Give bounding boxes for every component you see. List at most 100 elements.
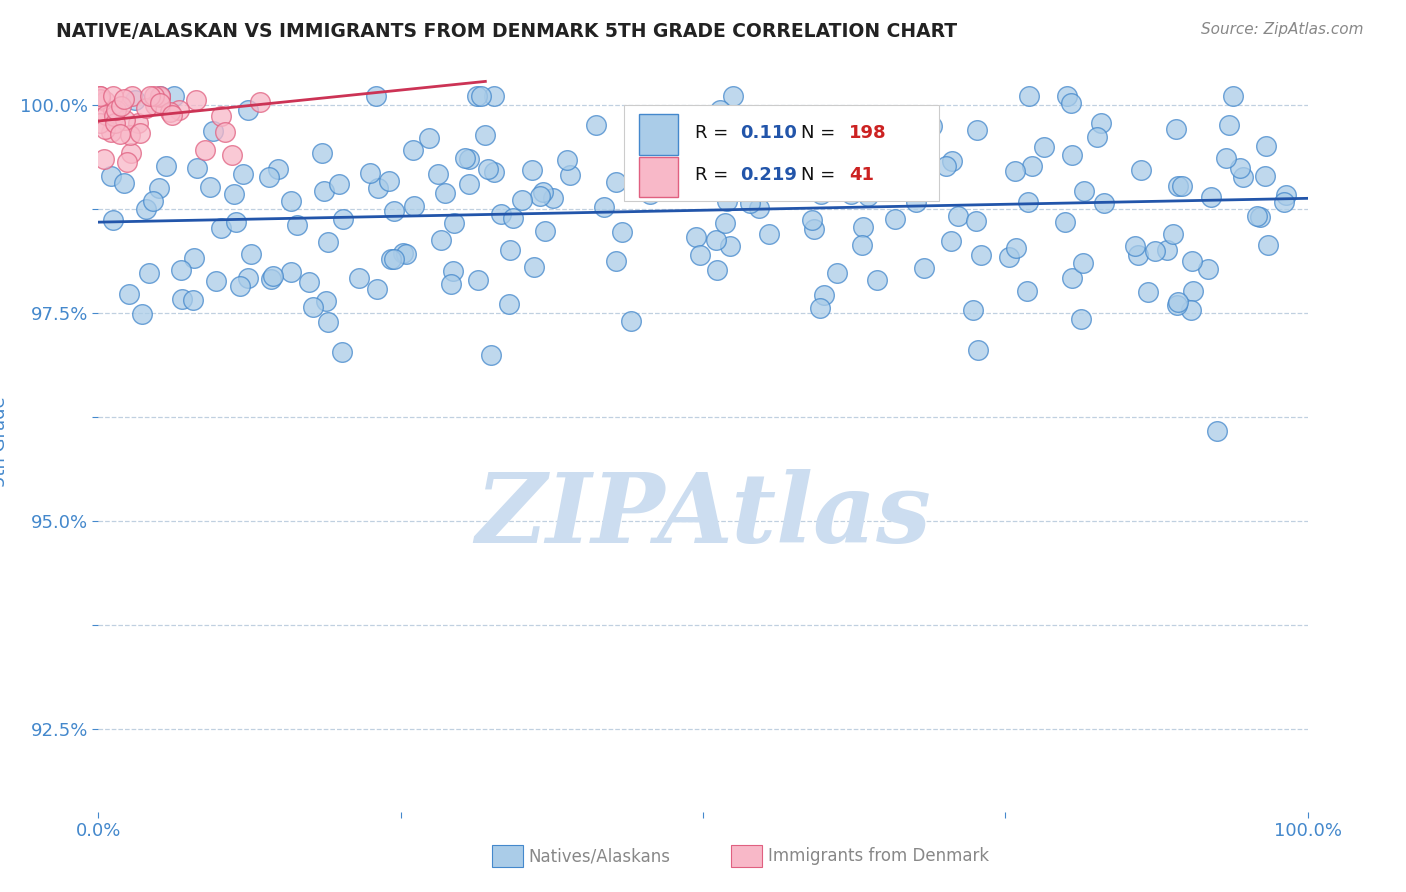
Point	[232, 167, 254, 181]
Point	[704, 233, 727, 247]
Point	[316, 315, 339, 329]
Point	[124, 93, 146, 107]
Text: R =: R =	[695, 124, 734, 142]
Point	[1017, 194, 1039, 209]
Point	[1171, 178, 1194, 193]
Point	[557, 153, 579, 167]
Point	[855, 137, 877, 152]
Point	[1257, 238, 1279, 252]
Point	[145, 97, 167, 112]
Point	[489, 207, 512, 221]
Point	[280, 194, 302, 208]
Point	[89, 92, 111, 106]
Point	[585, 119, 607, 133]
Point	[695, 184, 717, 198]
Point	[1021, 159, 1043, 173]
Point	[898, 111, 921, 125]
Point	[866, 273, 889, 287]
Point	[169, 103, 191, 118]
Point	[395, 246, 418, 260]
Point	[135, 102, 157, 116]
Point	[1218, 119, 1240, 133]
Point	[427, 167, 450, 181]
Point	[302, 300, 325, 314]
Point	[93, 122, 115, 136]
Point	[236, 103, 259, 117]
Point	[1123, 239, 1146, 253]
Point	[810, 186, 832, 201]
Point	[800, 212, 823, 227]
Point	[441, 264, 464, 278]
Point	[1254, 169, 1277, 183]
Point	[101, 89, 124, 103]
Point	[512, 193, 534, 207]
Point	[522, 260, 544, 274]
Point	[186, 161, 208, 176]
Point	[821, 159, 844, 173]
Point	[139, 89, 162, 103]
Point	[823, 139, 845, 153]
Point	[808, 301, 831, 315]
Point	[131, 306, 153, 320]
Point	[89, 89, 111, 103]
Point	[1181, 254, 1204, 268]
Text: 0.110: 0.110	[741, 124, 797, 142]
Point	[100, 125, 122, 139]
Point	[1197, 261, 1219, 276]
Point	[457, 153, 479, 167]
Point	[1090, 115, 1112, 129]
Y-axis label: 5th Grade: 5th Grade	[0, 396, 8, 487]
Point	[1229, 161, 1251, 175]
Point	[236, 271, 259, 285]
Point	[172, 292, 194, 306]
Point	[138, 266, 160, 280]
Point	[1167, 295, 1189, 310]
Point	[904, 194, 927, 209]
Point	[120, 145, 142, 160]
Bar	[638, 156, 678, 197]
Point	[813, 287, 835, 301]
Point	[287, 219, 309, 233]
Point	[1254, 138, 1277, 153]
Point	[1073, 184, 1095, 198]
Point	[142, 194, 165, 209]
Point	[748, 201, 770, 215]
Point	[1056, 89, 1078, 103]
Point	[1222, 89, 1244, 103]
Point	[706, 263, 728, 277]
Point	[721, 89, 744, 103]
Point	[1272, 195, 1295, 210]
Point	[183, 251, 205, 265]
Point	[359, 166, 381, 180]
Point	[135, 202, 157, 216]
Point	[312, 185, 335, 199]
Point	[114, 112, 136, 127]
Point	[110, 99, 132, 113]
Point	[127, 116, 149, 130]
Point	[315, 294, 337, 309]
Point	[718, 239, 741, 253]
Point	[367, 181, 389, 195]
Text: 41: 41	[849, 166, 875, 184]
Point	[502, 211, 524, 225]
Point	[685, 229, 707, 244]
Point	[1136, 285, 1159, 299]
Point	[1156, 243, 1178, 257]
Point	[1201, 190, 1223, 204]
Text: NATIVE/ALASKAN VS IMMIGRANTS FROM DENMARK 5TH GRADE CORRELATION CHART: NATIVE/ALASKAN VS IMMIGRANTS FROM DENMAR…	[56, 22, 957, 41]
Point	[181, 293, 204, 307]
Point	[499, 243, 522, 257]
Point	[453, 151, 475, 165]
Point	[194, 143, 217, 157]
Point	[714, 216, 737, 230]
Point	[104, 103, 127, 117]
Point	[1164, 121, 1187, 136]
Text: R =: R =	[695, 166, 734, 184]
Point	[531, 185, 554, 199]
Point	[1060, 96, 1083, 111]
Point	[529, 189, 551, 203]
Point	[839, 187, 862, 202]
Point	[970, 248, 993, 262]
Point	[709, 103, 731, 117]
Point	[1060, 270, 1083, 285]
